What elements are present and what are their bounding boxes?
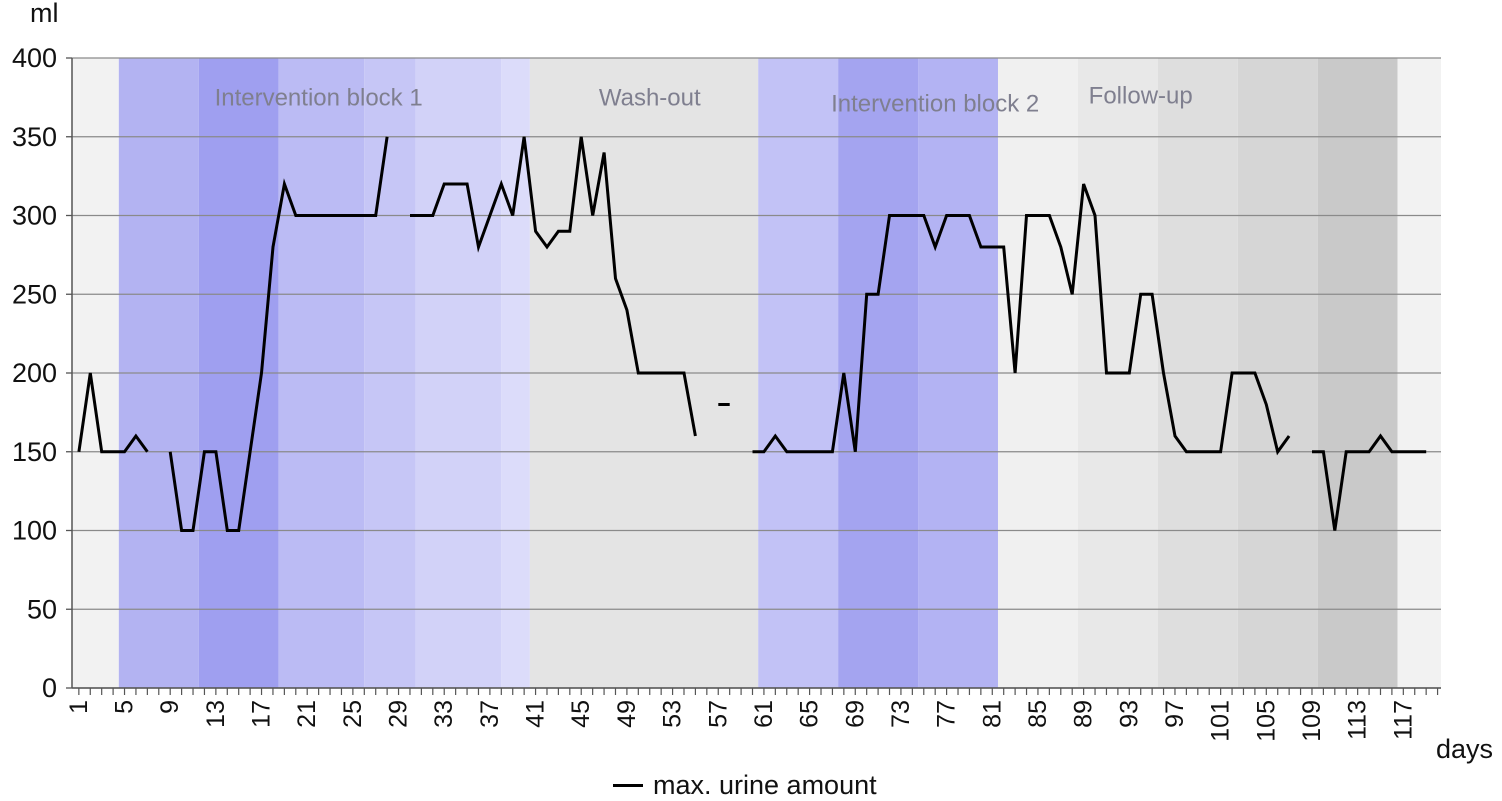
x-tick-label: 5 (111, 700, 139, 714)
y-tick-label: 400 (12, 43, 57, 73)
legend-swatch (613, 784, 643, 787)
series-line-segment-5 (1312, 433, 1427, 531)
y-tick-label: 300 (12, 201, 57, 231)
x-tick-label: 105 (1252, 700, 1280, 742)
x-tick-label: 21 (293, 700, 321, 728)
series-line-segment-2 (410, 136, 697, 437)
x-tick-label: 93 (1115, 700, 1143, 728)
x-tick-label: 69 (841, 700, 869, 728)
x-tick-label: 85 (1024, 700, 1052, 728)
legend: max. urine amount (613, 770, 877, 801)
x-tick-label: 61 (750, 700, 778, 728)
x-tick-label: 41 (522, 700, 550, 728)
x-tick-label: 101 (1207, 700, 1235, 742)
x-tick-label: 89 (1070, 700, 1098, 728)
x-tick-label: 53 (659, 700, 687, 728)
y-tick-label: 100 (12, 516, 57, 546)
region-label-0: Intervention block 1 (215, 84, 423, 111)
y-tick-label: 200 (12, 358, 57, 388)
y-tick-label: 50 (27, 594, 57, 624)
x-tick-label: 109 (1298, 700, 1326, 742)
y-tick-label: 150 (12, 437, 57, 467)
x-tick-label: 73 (887, 700, 915, 728)
region-label-2: Intervention block 2 (831, 91, 1039, 118)
region-label-1: Wash-out (599, 84, 701, 111)
series-line-segment-4 (752, 183, 1291, 456)
legend-label: max. urine amount (653, 770, 877, 800)
axes: 0 50 100 150 200 250 300 350 400 1 5 9 13 17 21 25 29 33 3… (12, 43, 1441, 742)
x-tick-label: 25 (339, 700, 367, 728)
series-line-segment-1 (168, 136, 389, 532)
y-tick-label: 350 (12, 122, 57, 152)
y-axis-label: ml (30, 0, 59, 28)
region-labels: Intervention block 1 Wash-out Intervention… (215, 83, 1193, 118)
x-tick-label: 81 (978, 700, 1006, 728)
x-tick-label: 57 (704, 700, 732, 728)
x-axis-label: days (1436, 734, 1493, 764)
y-tick-label: 250 (12, 279, 57, 309)
x-tick-label: 29 (385, 700, 413, 728)
y-tick-label: 0 (42, 673, 57, 703)
x-tick-label: 45 (567, 700, 595, 728)
x-tick-label: 1 (65, 700, 93, 714)
x-tick-label: 37 (476, 700, 504, 728)
x-tick-label: 77 (933, 700, 961, 728)
x-tick-label: 113 (1344, 700, 1372, 740)
x-tick-label: 33 (430, 700, 458, 728)
x-tick-label: 117 (1389, 700, 1417, 740)
data-series (77, 136, 1427, 532)
region-label-3: Follow-up (1089, 83, 1193, 110)
x-tick-label: 9 (156, 700, 184, 714)
series-line-segment-0 (77, 372, 149, 454)
x-tick-label: 17 (248, 700, 276, 728)
x-tick-label: 49 (613, 700, 641, 728)
gridlines (72, 57, 1441, 689)
x-tick-label: 65 (796, 700, 824, 728)
x-tick-label: 13 (202, 700, 230, 728)
x-tick-label: 97 (1161, 700, 1189, 728)
